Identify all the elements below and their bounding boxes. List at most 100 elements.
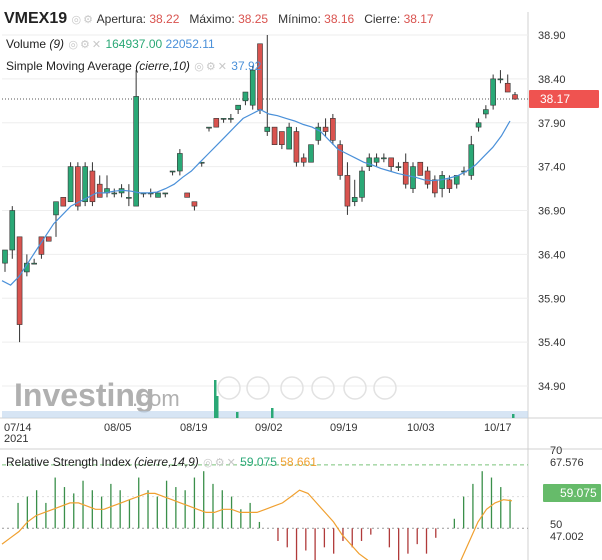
candle-body — [279, 131, 285, 145]
candle-body — [206, 126, 212, 129]
volume-bars — [2, 380, 528, 418]
candle-body — [220, 118, 227, 120]
open-label: Apertura: — [96, 12, 146, 26]
rsi-bar — [462, 496, 465, 529]
candle-body — [388, 157, 394, 167]
volume-bar — [216, 396, 219, 418]
candle-body — [2, 249, 8, 264]
rsi-legend-name: Relative Strength Index — [6, 455, 131, 469]
gear-icon[interactable]: ⚙ — [83, 14, 93, 26]
rsi-bar — [277, 528, 279, 541]
rsi-bar — [258, 521, 261, 529]
x-tick-label: 08/19 — [180, 422, 208, 434]
rsi-bar — [435, 528, 437, 538]
x-tick-label: 10/03 — [407, 422, 435, 434]
candle-body — [337, 144, 343, 176]
eye-icon[interactable]: ◎ — [68, 39, 78, 51]
volume-legend: Volume (9) ◎ ⚙ ✕ 164937.00 22052.11 — [6, 37, 215, 51]
volume-legend-name: Volume — [6, 37, 47, 51]
rsi-bar — [91, 490, 93, 529]
rsi-bar — [407, 528, 409, 554]
candle-body — [111, 192, 118, 195]
rsi-legend-param: (cierre,14,9) — [134, 455, 199, 469]
price-badge-bg — [529, 90, 599, 109]
rsi-signal-line — [1, 489, 513, 560]
close-icon[interactable]: ✕ — [226, 457, 236, 469]
y-tick-label: 37.40 — [538, 162, 566, 174]
candle-body — [395, 166, 402, 168]
ohlc-legend: VMEX19 ◎ ⚙ Apertura: 38.22 Máximo: 38.25 … — [4, 10, 434, 28]
rsi-value-2: 58.661 — [280, 455, 317, 469]
x-year-label: 2021 — [4, 433, 28, 445]
rsi-bar — [286, 528, 288, 548]
candle-body — [177, 153, 183, 172]
candle-body — [490, 78, 496, 106]
candle-body — [162, 192, 169, 195]
candle-body — [45, 236, 52, 242]
candle-body — [315, 126, 322, 141]
candle-body — [213, 118, 220, 128]
candle-body — [75, 166, 81, 207]
rsi-bar — [249, 502, 251, 529]
candle-body — [53, 201, 59, 216]
rsi-bar — [193, 477, 196, 529]
candle-body — [322, 126, 329, 132]
rsi-bar — [240, 509, 242, 529]
rsi-bar — [305, 528, 307, 551]
rsi-bar — [26, 496, 28, 529]
price-axis: 38.90 38.40 37.90 37.40 36.90 36.40 35.90 35.40… — [529, 30, 599, 393]
sma-line — [1, 108, 511, 286]
eye-icon[interactable]: ◎ — [194, 61, 204, 73]
rsi-bar — [388, 528, 391, 548]
candle-body — [381, 157, 387, 160]
volume-bar — [214, 380, 217, 418]
candle-body — [344, 175, 351, 207]
close-icon[interactable]: ✕ — [217, 61, 227, 73]
candle-body — [293, 131, 300, 163]
eye-icon[interactable]: ◎ — [71, 14, 82, 26]
candle-body — [512, 94, 518, 100]
close-icon[interactable]: ✕ — [91, 39, 102, 51]
y-tick-label: 35.40 — [538, 337, 566, 349]
candle-body — [432, 179, 438, 194]
rsi-bar — [212, 483, 214, 529]
watermark-suffix: .com — [132, 386, 180, 411]
gear-icon[interactable]: ⚙ — [80, 39, 90, 51]
toolbar-button-icon — [246, 376, 270, 400]
sma-legend-param: (cierre,10) — [135, 59, 190, 73]
rsi-bar — [360, 528, 363, 541]
candle-body — [82, 166, 88, 203]
sma-value: 37.92 — [231, 59, 262, 73]
x-axis: 07/14 08/05 08/19 09/02 09/19 10/03 10/17 2021 — [4, 422, 512, 445]
gear-icon[interactable]: ⚙ — [205, 61, 216, 73]
rsi-tick-label: 70 — [550, 445, 562, 457]
rsi-bar — [370, 528, 372, 535]
candle-body — [264, 126, 271, 132]
rsi-bar — [138, 477, 140, 529]
candlesticks — [2, 35, 518, 343]
rsi-bar — [490, 477, 493, 529]
candle-body — [330, 118, 336, 141]
rsi-bar — [184, 490, 186, 529]
rsi-bar — [481, 471, 483, 529]
rsi-bar — [500, 487, 502, 529]
open-value: 38.22 — [149, 12, 180, 26]
volume-area — [2, 411, 528, 418]
candle-body — [373, 157, 380, 163]
gear-icon[interactable]: ⚙ — [214, 457, 225, 469]
close-label: Cierre: — [364, 12, 401, 26]
toolbar-button-icon — [343, 376, 367, 400]
candle-body — [366, 157, 373, 167]
symbol-title: VMEX19 — [4, 10, 68, 27]
rsi-bar — [314, 528, 316, 560]
rsi-bar — [165, 480, 168, 529]
toolbar-button-icon — [280, 376, 304, 400]
rsi-bar — [45, 502, 47, 529]
eye-icon[interactable]: ◎ — [203, 457, 213, 469]
y-tick-label: 38.90 — [538, 30, 566, 42]
candle-body — [228, 118, 234, 120]
candle-body — [31, 262, 37, 265]
rsi-badge-bg — [543, 484, 601, 502]
candle-body — [184, 192, 190, 198]
